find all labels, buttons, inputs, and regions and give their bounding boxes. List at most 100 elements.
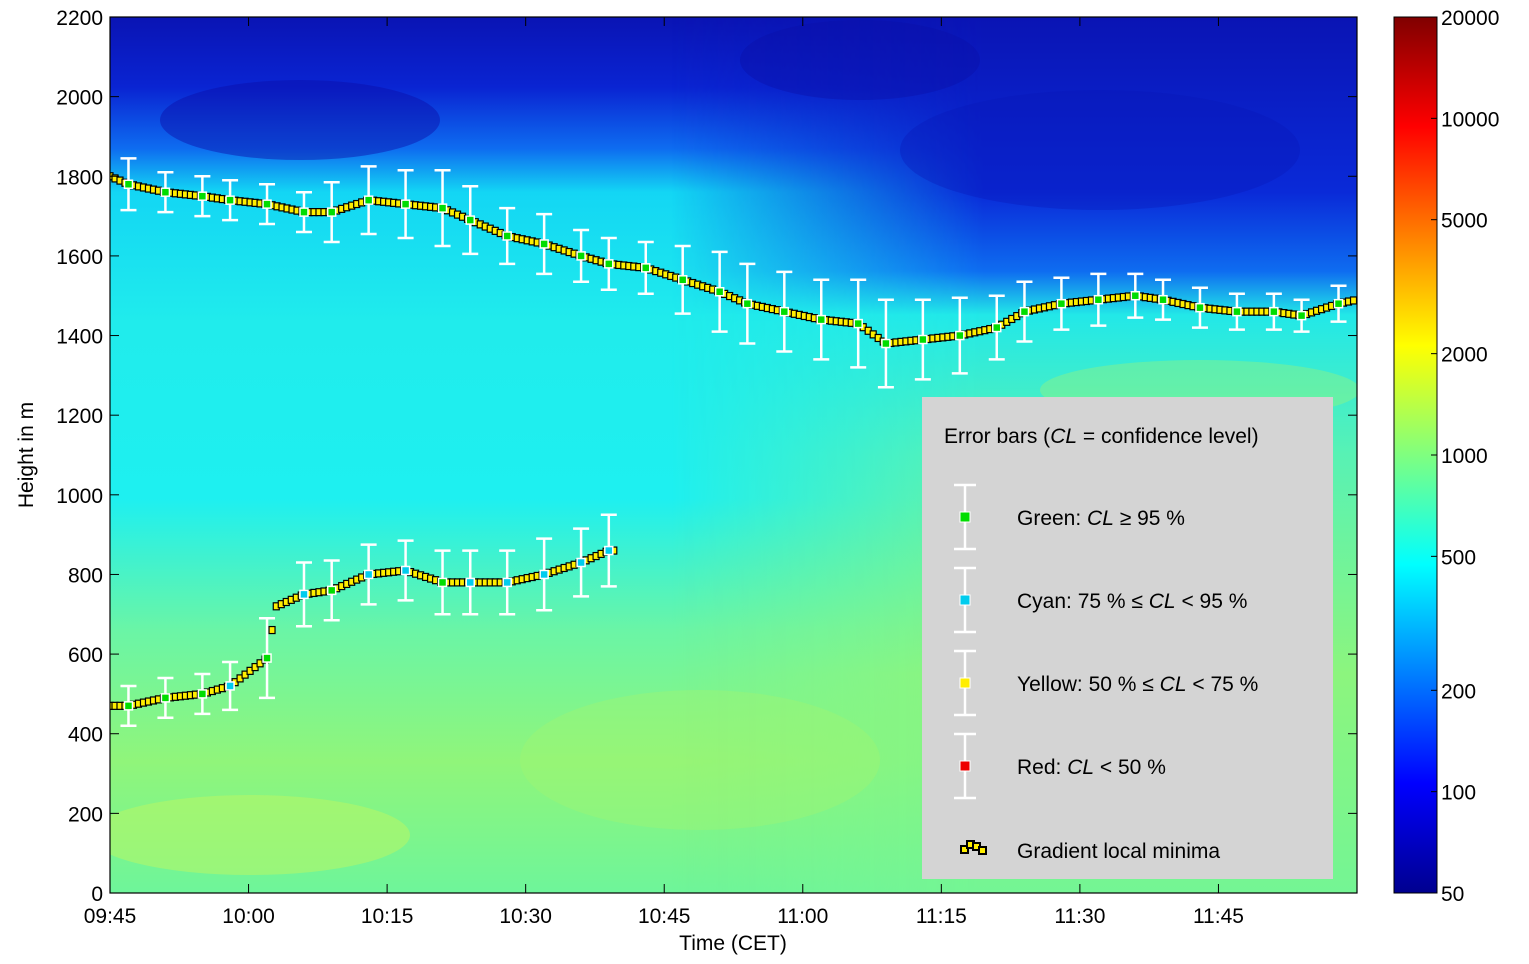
x-tick-label: 11:30 [1054,905,1105,928]
x-tick-label: 10:45 [638,905,691,928]
x-tick-label: 09:45 [84,905,137,928]
confidence-dot [576,251,586,261]
colorbar: 20000 10000 5000 2000 1000 500 200 100 50 [1393,7,1499,906]
confidence-dot [677,275,688,285]
confidence-dot [400,199,411,209]
confidence-dot [1333,298,1344,309]
confidence-dot [225,681,235,691]
confidence-dot [1130,290,1141,301]
colorbar-tick-label: 1000 [1441,445,1488,468]
confidence-dot [955,330,965,341]
colorbar-tick-label: 200 [1441,680,1476,703]
lower-layer-series [110,513,618,728]
x-tick-label: 10:15 [361,905,414,928]
confidence-dot [160,693,171,703]
confidence-dot [1296,310,1307,321]
legend-minima-symbol [960,840,987,855]
confidence-dot [197,191,208,201]
legend-minima-label: Gradient local minima [1017,840,1220,863]
y-tick-label: 1200 [56,405,103,428]
confidence-dot [576,557,586,568]
confidence-dot [714,286,725,297]
x-tick-label: 11:45 [1193,905,1244,928]
confidence-dot [1019,306,1030,317]
confidence-dot [502,577,512,588]
confidence-dot [1056,298,1067,309]
confidence-dot [539,569,549,580]
confidence-dot [918,334,928,345]
confidence-dot [437,203,448,213]
confidence-dot [299,207,309,217]
confidence-dot [123,179,134,189]
confidence-dot [465,215,475,225]
confidence-dot [1269,306,1279,317]
y-axis-label: Height in m [15,402,38,508]
x-tick-label: 10:00 [222,905,275,928]
colorbar-tick-label: 10000 [1441,108,1499,131]
colorbar-tick-label: 20000 [1441,7,1499,30]
confidence-dot [1158,294,1168,305]
legend: Error bars (CL = confidence level) Green… [922,397,1333,879]
confidence-dot [539,239,549,249]
y-tick-label: 1600 [56,246,103,269]
confidence-dot [816,314,827,325]
confidence-dot [881,338,891,349]
colorbar-tick-label: 50 [1441,883,1464,906]
colorbar-tick-label: 5000 [1441,210,1488,233]
y-tick-label: 1000 [56,485,103,508]
y-tick-label: 2000 [56,87,103,110]
confidence-dot [363,569,374,580]
confidence-dot [299,589,309,600]
legend-entry-label: Yellow: 50 % ≤ CL < 75 % [1017,673,1258,696]
plot-frame [109,16,1358,894]
y-tick-label: 0 [91,883,103,906]
legend-entry-label: Cyan: 75 % ≤ CL < 95 % [1017,590,1247,613]
legend-entry-label: Green: CL ≥ 95 % [1017,507,1185,530]
legend-color-swatch [959,760,971,772]
confidence-dot [604,259,614,269]
confidence-dot [400,565,411,576]
legend-entry-label: Red: CL < 50 % [1017,756,1166,779]
confidence-dot [123,701,134,711]
confidence-dot [1232,306,1242,317]
layer-markers [110,157,1357,728]
x-tick-label: 10:30 [499,905,552,928]
legend-color-swatch [959,511,971,523]
confidence-dot [160,187,171,197]
legend-box [922,397,1333,879]
x-tick-label: 11:00 [777,905,828,928]
confidence-dot [197,689,208,699]
colorbar-tick-label: 2000 [1441,344,1488,367]
confidence-dot [853,318,863,329]
confidence-dot [262,653,272,663]
minima-marker [268,625,276,635]
y-tick-label: 400 [68,724,103,747]
legend-color-swatch [959,594,971,606]
y-tick-label: 1800 [56,166,103,189]
confidence-dot [465,577,475,588]
minima-marker [1349,296,1357,305]
y-tick-label: 2200 [56,7,103,30]
y-tick-label: 200 [68,803,103,826]
confidence-dot [502,231,512,241]
confidence-dot [640,263,651,273]
confidence-dot [992,322,1002,333]
colorbar-tick-label: 100 [1441,782,1476,805]
confidence-dot [1195,302,1205,313]
upper-layer-series [110,157,1357,389]
y-tick-label: 1400 [56,326,103,349]
x-axis: 09:45 10:00 10:15 10:30 10:45 11:00 11:15 11:30… [84,17,1244,928]
legend-color-swatch [959,677,971,689]
y-tick-label: 600 [68,644,103,667]
x-tick-label: 11:15 [916,905,967,928]
confidence-dot [604,545,614,556]
confidence-dot [437,577,448,588]
colorbar-gradient [1393,16,1438,894]
y-tick-label: 800 [68,564,103,587]
confidence-dot [779,306,790,317]
confidence-dot [225,195,235,205]
confidence-dot [262,199,272,209]
x-axis-label: Time (CET) [679,932,787,955]
